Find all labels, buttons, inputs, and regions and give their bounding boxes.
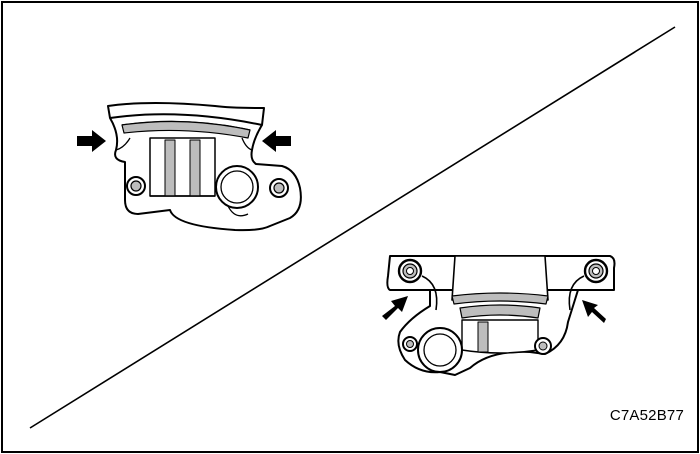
arrow-up-left-icon xyxy=(582,300,606,323)
arrow-up-right-icon xyxy=(382,296,408,320)
figure-code: C7A52B77 xyxy=(609,407,684,424)
lower-right-bracket xyxy=(386,255,616,376)
arrow-left-icon xyxy=(262,130,291,152)
diagonal-divider xyxy=(29,26,676,429)
arrow-right-icon xyxy=(77,130,106,152)
upper-left-bracket xyxy=(107,102,302,232)
